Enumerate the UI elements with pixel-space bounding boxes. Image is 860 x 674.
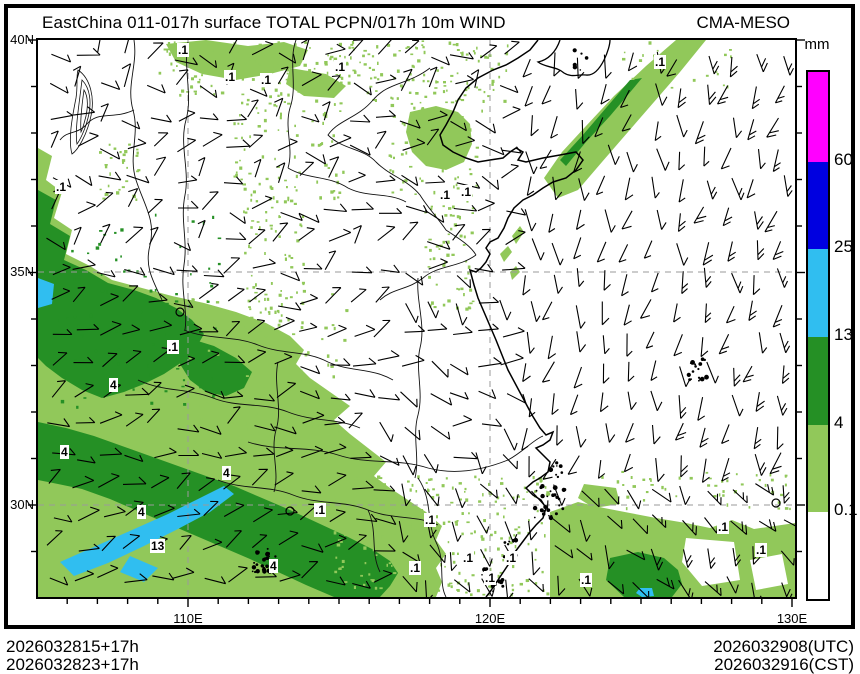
precip-nw-cyan-edge xyxy=(38,278,54,308)
footer-init-utc: 2026032815+17h xyxy=(6,637,139,656)
colorbar-label: 4 xyxy=(834,413,844,432)
model-name: CMA-MESO xyxy=(696,13,791,32)
coastline-liaodong xyxy=(536,40,611,77)
precip-shandong-streak2 xyxy=(500,246,512,262)
lat-label-40n: 40N xyxy=(10,32,34,47)
precip-bohai-blob xyxy=(406,106,472,170)
map-title: EastChina 011-017h surface TOTAL PCPN/01… xyxy=(42,13,506,32)
precip-sw-dark-band xyxy=(38,422,398,597)
precip-sw-cyan-band xyxy=(60,486,234,576)
lat-label-35n: 35N xyxy=(10,264,34,279)
precip-se-dark-blob xyxy=(606,552,682,597)
precip-ne-band xyxy=(544,40,706,198)
lat-label-30n: 30N xyxy=(10,497,34,512)
colorbar-segment xyxy=(808,72,828,162)
colorbar-segment xyxy=(808,162,828,249)
station-circle xyxy=(175,307,185,317)
colorbar-unit: mm xyxy=(804,36,830,53)
map-canvas: .1.1.1.1.1.1.1.1.1 4 4 4 4 13 4.1.1.1.1.1.1.1.… xyxy=(36,38,797,599)
precip-shandong-streak1 xyxy=(512,226,524,244)
lon-label-110e: 110E xyxy=(173,611,203,626)
lon-label-130e: 130E xyxy=(776,611,808,626)
colorbar-segment xyxy=(808,337,828,425)
precip-sw-dark-mid-blob xyxy=(180,338,252,396)
precip-top-patch-a xyxy=(166,40,308,80)
precip-se-hole2 xyxy=(750,554,788,590)
station-circle xyxy=(771,498,781,508)
station-circle xyxy=(285,506,295,516)
precip-sw-cyan-blob xyxy=(120,556,158,582)
colorbar-label: 60 xyxy=(834,150,853,169)
precip-se-lobe xyxy=(578,484,620,508)
colorbar-segment xyxy=(808,249,828,337)
colorbar-segment xyxy=(808,512,828,599)
colorbar-label: 13 xyxy=(834,325,853,344)
province-boundaries xyxy=(59,40,544,597)
precip-shandong-streak3 xyxy=(510,266,520,280)
coastline xyxy=(439,40,584,597)
precip-sw-dark-upper xyxy=(38,190,204,398)
map-drawing xyxy=(38,40,795,597)
footer-valid-utc: 2026032908(UTC) xyxy=(713,637,854,656)
colorbar-segment xyxy=(808,425,828,512)
figure-border xyxy=(4,4,855,629)
lon-label-120e: 120E xyxy=(474,611,506,626)
colorbar xyxy=(806,70,830,601)
colorbar-label: 25 xyxy=(834,237,853,256)
precip-shading-layer xyxy=(38,40,795,597)
footer-valid-cst: 2026032916(CST) xyxy=(714,655,854,674)
footer-init-cst: 2026032823+17h xyxy=(6,655,139,674)
wind-barb-layer xyxy=(46,40,795,597)
colorbar-label: 0.1 xyxy=(834,500,858,519)
precip-speckle-layer xyxy=(58,40,791,597)
